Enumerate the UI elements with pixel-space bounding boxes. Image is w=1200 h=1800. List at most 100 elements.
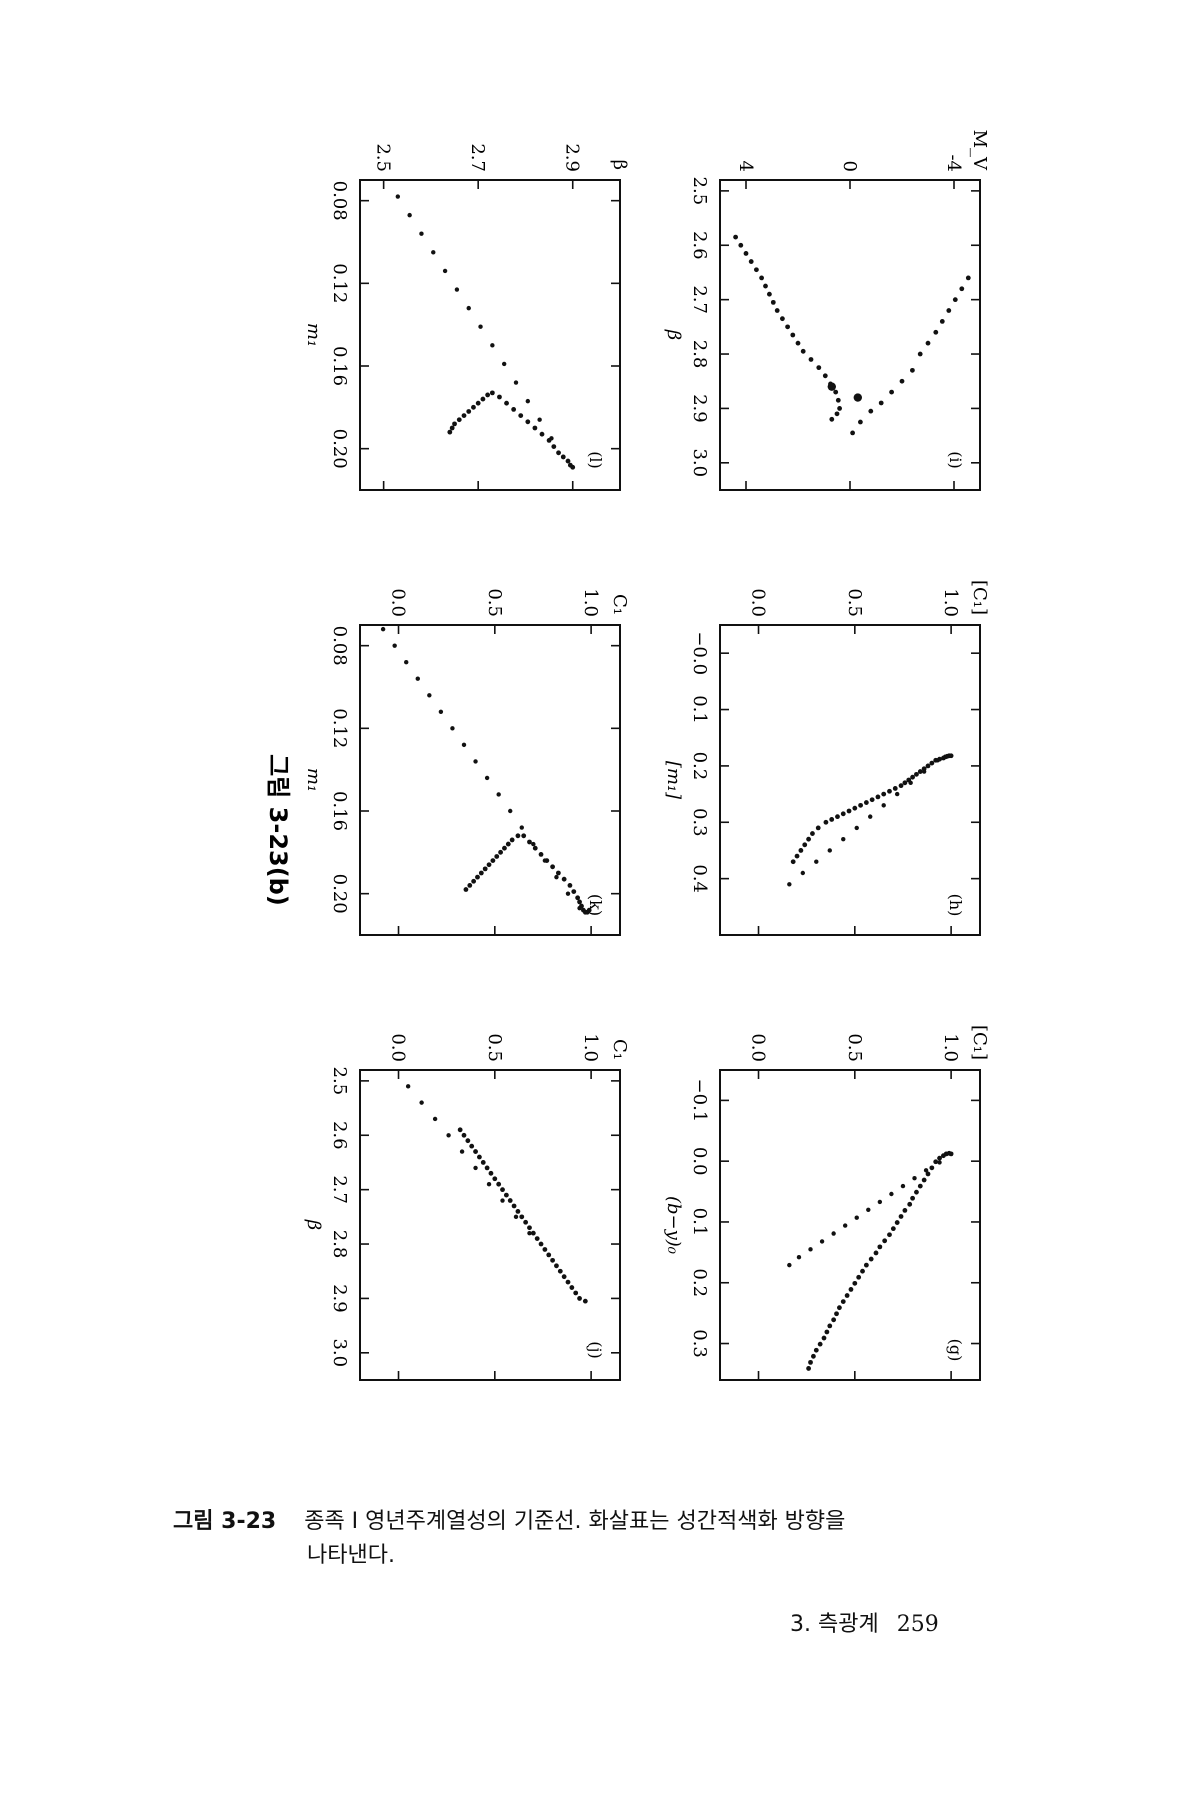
data-point [496,1181,502,1187]
panel-label: (l) [586,451,605,469]
data-point [948,1151,954,1157]
data-point [466,305,471,311]
figure-label: 그림 3-23(b) [264,754,292,906]
data-point [831,1317,837,1323]
data-point [407,212,412,218]
data-point [582,1298,588,1304]
y-axis-label: C₁ [609,594,630,615]
data-point [511,407,517,412]
data-point [910,1195,915,1201]
data-point [837,1305,842,1311]
data-point [478,870,484,876]
data-point [868,814,873,819]
data-point [770,299,776,305]
panel-frame [359,1069,621,1381]
data-point [461,1132,467,1138]
y-tick-label: 1.0 [580,1033,601,1062]
data-point [802,842,808,848]
running-footer: 3. 측광계 259 [790,1606,939,1638]
data-point [959,286,965,292]
data-point [438,709,444,714]
data-point [877,1199,883,1205]
data-point [525,419,531,425]
data-point [554,874,559,880]
data-point [482,866,488,872]
x-tick-label: 0.3 [689,1329,710,1358]
x-tick-label: 2.7 [689,285,710,314]
data-point [490,343,495,348]
data-point [952,297,958,303]
data-point [456,417,462,423]
data-point [415,676,420,681]
data-point [852,1280,858,1286]
data-point [452,421,457,427]
data-point [798,848,804,853]
data-point [860,1268,865,1274]
data-point [486,862,492,868]
data-point [819,1239,825,1244]
x-tick-label: 2.6 [689,231,710,260]
data-point [473,1149,478,1154]
data-point [534,1236,540,1241]
data-point [571,889,577,894]
data-point [878,400,884,406]
data-point [573,1290,579,1296]
data-point [454,287,460,292]
data-point [890,1226,896,1232]
data-point [844,1293,850,1298]
x-axis-label: β [303,1219,324,1230]
data-point [834,1311,839,1317]
data-point [505,841,511,847]
data-point [929,760,935,766]
data-point [480,1160,486,1165]
x-tick-label: 3.0 [329,1338,350,1367]
data-point [532,845,538,851]
y-tick-label: 0.0 [388,1033,409,1062]
y-axis-label: β [609,160,630,170]
data-point [917,351,923,357]
x-tick-label: −0.0 [689,631,710,675]
data-point [863,1262,869,1268]
data-point [577,1296,582,1301]
data-point [806,1366,811,1371]
x-tick-label: 0.1 [689,695,710,724]
data-point [550,864,555,870]
data-point [854,825,859,831]
data-point [450,726,455,731]
data-point [733,234,738,240]
data-point [787,882,792,887]
data-point [840,1299,846,1304]
data-point [475,874,480,880]
y-tick-label: 1.0 [580,588,601,617]
data-point [816,365,822,371]
data-point [538,852,544,857]
x-tick-label: 0.1 [689,1208,710,1237]
data-point [829,416,835,422]
data-point [466,409,472,414]
x-tick-label: 2.8 [689,340,710,369]
data-point [907,1201,913,1207]
data-point [565,891,571,896]
data-point [561,454,566,460]
data-point [500,1198,505,1203]
x-tick-label: 2.6 [329,1121,350,1150]
panel-label: (j) [586,1341,605,1358]
data-point [898,783,904,789]
data-point [463,887,469,892]
data-point [457,1127,463,1133]
data-point [933,329,939,335]
data-point [817,1341,823,1347]
x-tick-label: 3.0 [689,448,710,477]
data-point [502,845,507,851]
data-point [446,1133,451,1138]
x-tick-label: 0.12 [329,708,350,748]
data-point [858,802,863,808]
data-point [866,1207,871,1213]
x-tick-label: 0.12 [329,263,350,303]
data-point-large [853,393,862,402]
x-axis-label: m₁ [303,768,324,792]
data-point [515,1209,521,1214]
panel-label: (i) [946,451,965,469]
y-tick-label: 0 [839,161,860,172]
data-point [846,808,852,814]
